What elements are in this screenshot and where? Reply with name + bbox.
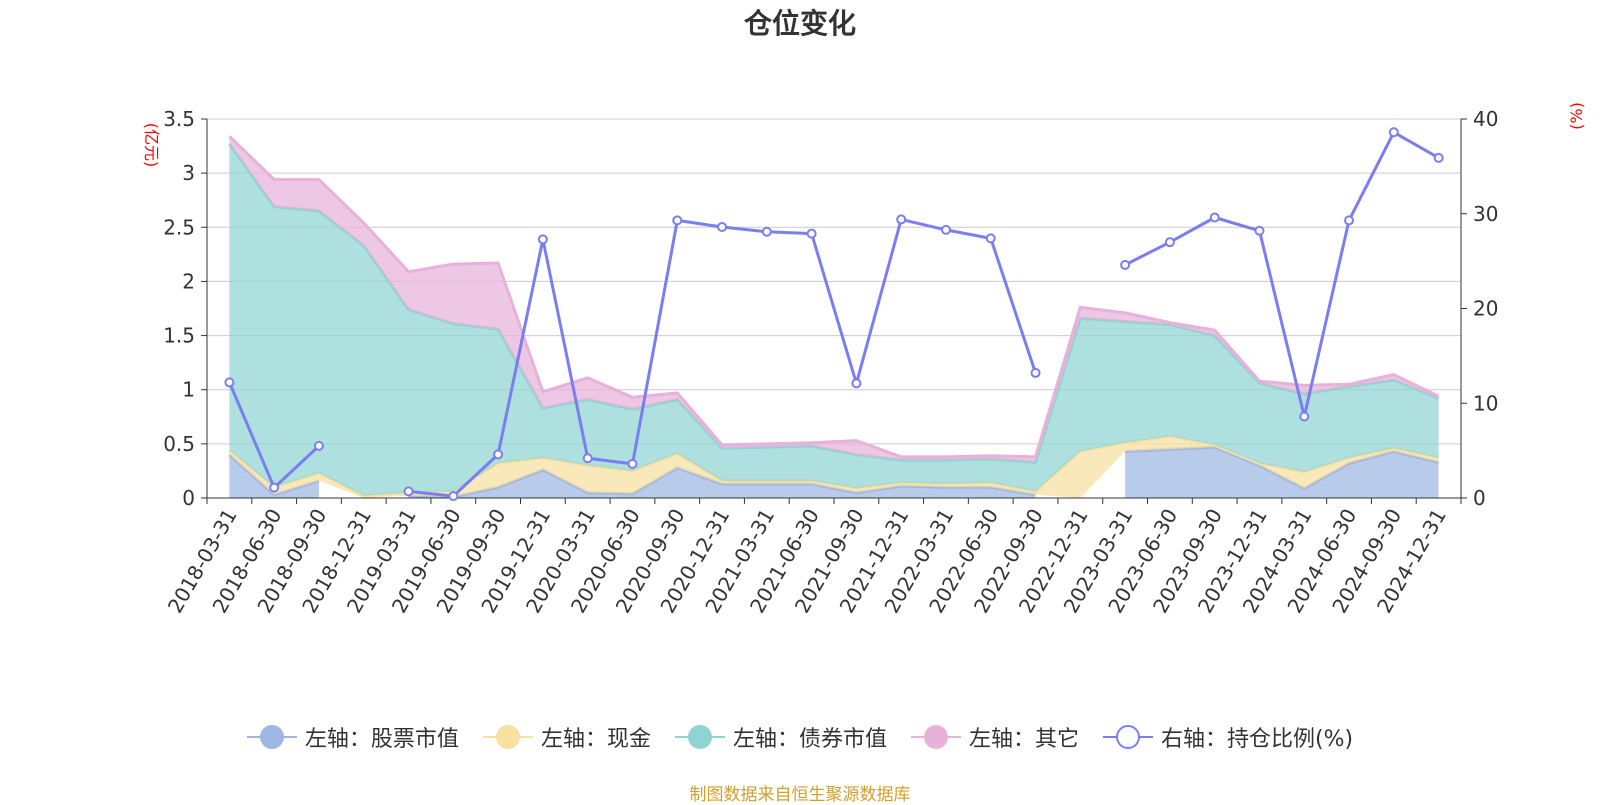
legend-item-other[interactable]: 左轴：其它	[910, 721, 1079, 753]
y-left-tick-label: 2.5	[163, 215, 195, 239]
stock-area	[229, 454, 319, 498]
legend-item-cash[interactable]: 左轴：现金	[482, 721, 651, 753]
other-area	[229, 136, 1439, 463]
ratio-point	[448, 491, 459, 502]
right-axis-unit: (%)	[1567, 102, 1586, 130]
ratio-point	[1164, 237, 1175, 248]
stock-area	[1125, 447, 1439, 498]
ratio-point	[627, 458, 638, 469]
ratio-point	[537, 234, 548, 245]
ratio-point	[1388, 127, 1399, 138]
ratio-line-layer	[224, 127, 1444, 502]
ratio-point	[761, 226, 772, 237]
ratio-point	[269, 482, 280, 493]
y-left-tick-label: 1	[182, 378, 195, 402]
legend-label: 左轴：现金	[540, 727, 651, 752]
ratio-line	[1124, 130, 1440, 418]
y-right-tick-label: 40	[1473, 107, 1498, 131]
ratio-point	[985, 233, 996, 244]
legend-other-icon	[910, 723, 961, 751]
left-axis-unit: (亿元)	[142, 123, 161, 168]
legend-bond-icon	[674, 723, 725, 751]
legend-ratio-icon	[1102, 723, 1153, 751]
legend: 左轴：股票市值 左轴：现金 左轴：债券市值 左轴：其它 右轴：持仓比例(%)	[0, 720, 1600, 754]
legend-label: 左轴：其它	[968, 727, 1079, 752]
ratio-point	[1433, 152, 1444, 163]
chart-title: 仓位变化	[743, 7, 856, 40]
legend-item-bond[interactable]: 左轴：债券市值	[674, 721, 887, 753]
ratio-point	[1299, 411, 1310, 422]
y-left-tick-label: 3	[182, 161, 195, 185]
bond-area	[229, 143, 1439, 496]
stacked-areas	[228, 135, 1440, 499]
y-right-tick-label: 10	[1473, 391, 1498, 415]
other-area-edge	[228, 135, 1440, 459]
legend-label: 左轴：债券市值	[732, 727, 887, 752]
legend-label: 左轴：股票市值	[304, 727, 459, 752]
legend-cash-icon	[482, 723, 533, 751]
ratio-point	[1209, 212, 1220, 223]
ratio-point	[851, 378, 862, 389]
ratio-point	[1120, 259, 1131, 270]
ratio-point	[940, 224, 951, 235]
y-left-tick-label: 0	[182, 486, 195, 510]
ratio-point	[313, 440, 324, 451]
y-right-tick-label: 30	[1473, 202, 1498, 226]
y-right-tick-label: 0	[1473, 486, 1486, 510]
legend-label: 右轴：持仓比例(%)	[1160, 727, 1354, 752]
ratio-point	[582, 453, 593, 464]
ratio-point	[717, 222, 728, 233]
ratio-point	[672, 215, 683, 226]
y-left-tick-label: 0.5	[163, 432, 195, 456]
y-right-tick-label: 20	[1473, 297, 1498, 321]
legend-stock-icon	[246, 723, 297, 751]
legend-item-ratio[interactable]: 右轴：持仓比例(%)	[1102, 721, 1354, 753]
ratio-point	[1344, 215, 1355, 226]
ratio-point	[403, 486, 414, 497]
ratio-point	[806, 228, 817, 239]
legend-item-stock[interactable]: 左轴：股票市值	[246, 721, 459, 753]
y-left-tick-label: 3.5	[163, 107, 195, 131]
ratio-point	[1254, 225, 1265, 236]
ratio-point	[493, 449, 504, 460]
y-left-tick-label: 1.5	[163, 324, 195, 348]
ratio-point	[224, 377, 235, 388]
ratio-point	[896, 214, 907, 225]
ratio-point	[1030, 367, 1041, 378]
y-left-tick-label: 2	[182, 269, 195, 293]
source-note: 制图数据来自恒生聚源数据库	[689, 785, 911, 805]
